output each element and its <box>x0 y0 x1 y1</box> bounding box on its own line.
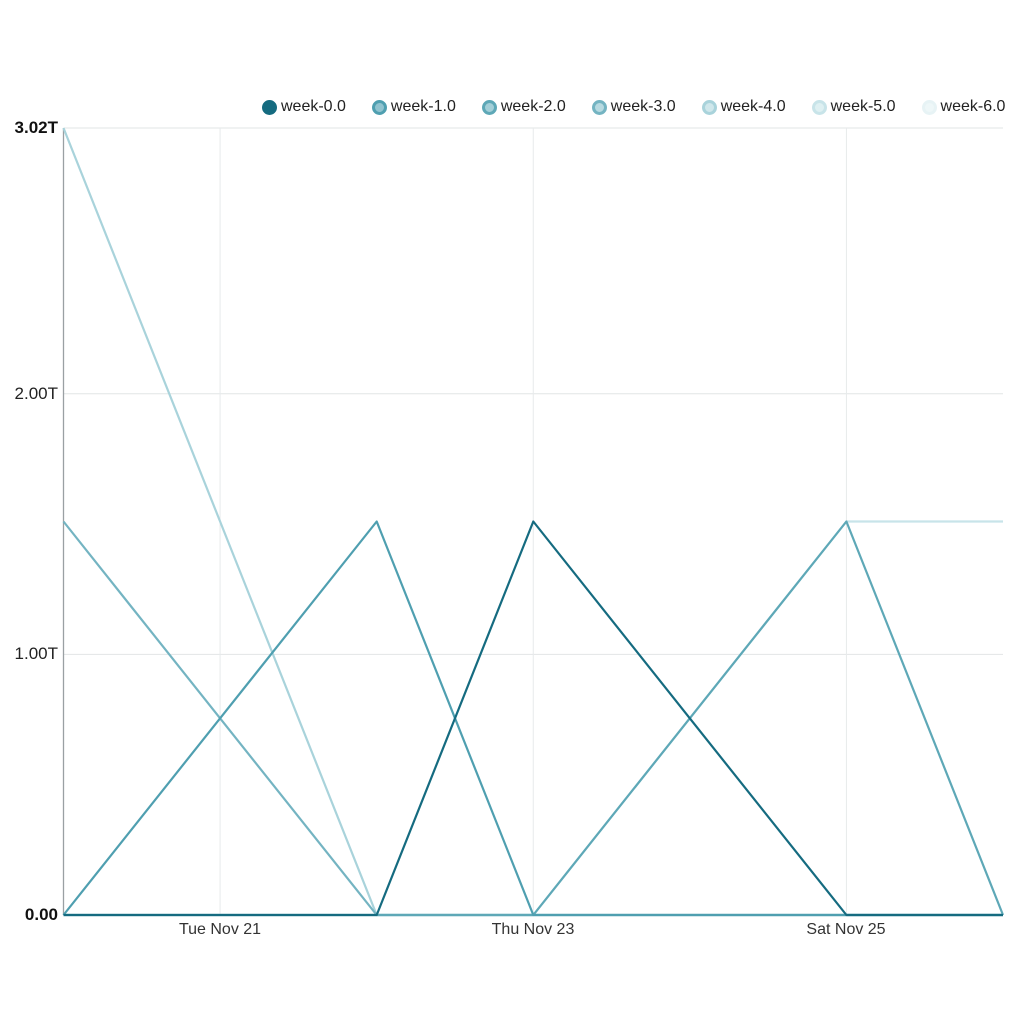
legend-label: week-4.0 <box>720 98 786 115</box>
series-line-week-0.0[interactable] <box>63 520 1004 917</box>
legend-dot-icon <box>262 99 277 115</box>
x-tick-label: Thu Nov 23 <box>491 921 575 938</box>
legend-label: week-6.0 <box>940 98 1006 115</box>
legend-dot-icon <box>371 99 387 115</box>
legend-item-week-2.0[interactable]: week-2.0 <box>481 98 566 116</box>
legend-item-week-6.0[interactable]: week-6.0 <box>921 98 1006 116</box>
chart-legend: week-0.0 week-1.0 week-2.0 week-3.0 week-4.0… <box>262 96 1005 118</box>
legend-dot-icon <box>591 99 607 115</box>
y-tick-label: 1.00T <box>14 644 58 663</box>
legend-dot-icon <box>481 99 497 115</box>
legend-dot-icon <box>921 99 937 115</box>
legend-label: week-3.0 <box>610 98 676 115</box>
legend-item-week-1.0[interactable]: week-1.0 <box>371 98 456 116</box>
legend-label: week-1.0 <box>390 98 456 115</box>
legend-item-week-5.0[interactable]: week-5.0 <box>811 98 896 116</box>
legend-label: week-2.0 <box>500 98 566 115</box>
legend-item-week-0.0[interactable]: week-0.0 <box>262 98 346 116</box>
y-tick-label: 0.00 <box>24 905 58 924</box>
legend-dot-icon <box>811 99 827 115</box>
legend-dot-icon <box>701 99 717 115</box>
y-tick-label: 2.00T <box>14 384 58 403</box>
x-tick-label: Tue Nov 21 <box>178 921 262 938</box>
x-tick-label: Sat Nov 25 <box>806 921 886 938</box>
y-tick-label: 3.02T <box>14 118 58 137</box>
legend-label: week-5.0 <box>830 98 896 115</box>
legend-label: week-0.0 <box>281 98 346 115</box>
legend-item-week-3.0[interactable]: week-3.0 <box>591 98 676 116</box>
legend-item-week-4.0[interactable]: week-4.0 <box>701 98 786 116</box>
